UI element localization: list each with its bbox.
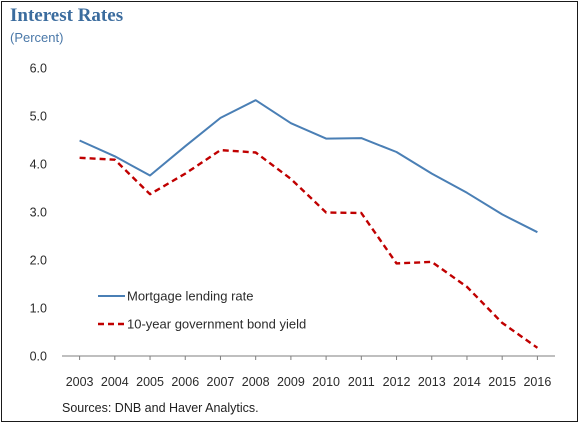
x-tick-label: 2006 <box>171 375 199 389</box>
legend: Mortgage lending rate 10-year government … <box>98 289 306 332</box>
source-note: Sources: DNB and Haver Analytics. <box>62 401 259 415</box>
axes: 0.0 1.0 2.0 3.0 4.0 5.0 6.0 2003 2004 2005 2006 200… <box>30 62 555 389</box>
x-tick-label: 2004 <box>101 375 129 389</box>
chart-subtitle: (Percent) <box>10 30 64 45</box>
y-tick-label: 3.0 <box>30 206 47 220</box>
x-tick-label: 2015 <box>488 375 516 389</box>
legend-label: 10-year government bond yield <box>127 317 306 332</box>
series-line-mortgage-lending-rate <box>79 99 538 234</box>
chart-title: Interest Rates <box>10 5 124 26</box>
x-tick-label: 2009 <box>277 375 305 389</box>
y-tick-label: 4.0 <box>30 158 47 172</box>
y-tick-label: 0.0 <box>30 350 47 364</box>
x-tick-label: 2010 <box>312 375 340 389</box>
y-tick-label: 2.0 <box>30 254 47 268</box>
x-tick-label: 2014 <box>453 375 481 389</box>
x-tick-label: 2011 <box>348 375 375 389</box>
x-tick-label: 2008 <box>242 375 270 389</box>
x-tick-label: 2005 <box>136 375 164 389</box>
y-tick-label: 5.0 <box>30 110 47 124</box>
series-line-bond-yield <box>79 148 539 349</box>
x-tick-label: 2012 <box>383 375 411 389</box>
series-layer <box>79 99 539 349</box>
legend-label: Mortgage lending rate <box>127 289 253 304</box>
y-tick-label: 1.0 <box>30 302 47 316</box>
y-tick-label: 6.0 <box>30 62 47 76</box>
x-tick-label: 2013 <box>418 375 446 389</box>
x-tick-label: 2003 <box>66 375 94 389</box>
x-tick-label: 2007 <box>207 375 235 389</box>
x-tick-label: 2016 <box>523 375 551 389</box>
